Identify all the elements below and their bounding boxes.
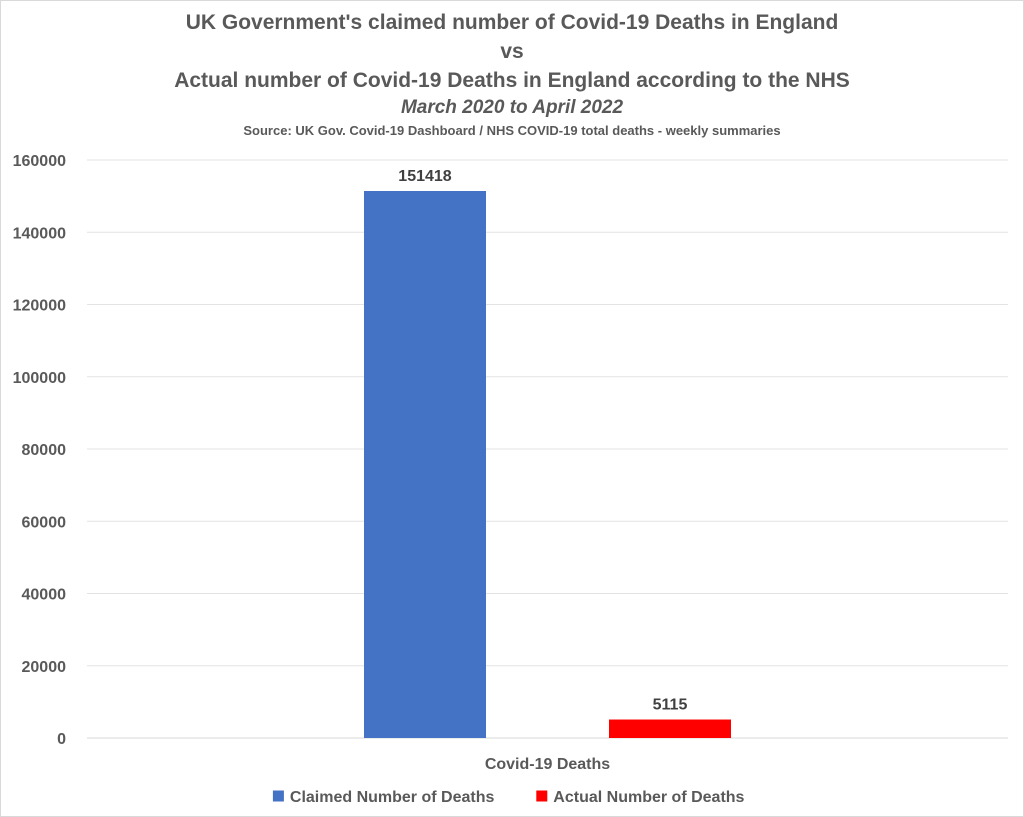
y-tick-label: 60000 (22, 514, 67, 531)
y-tick-label: 0 (57, 731, 66, 748)
legend-swatch (536, 790, 548, 802)
y-tick-label: 120000 (13, 298, 66, 315)
y-tick-label: 160000 (13, 153, 66, 170)
data-label: 151418 (398, 168, 451, 185)
chart-title-block: UK Government's claimed number of Covid-… (0, 8, 1024, 141)
chart-source: Source: UK Gov. Covid-19 Dashboard / NHS… (243, 123, 781, 138)
chart-title-line-2: vs (500, 40, 524, 63)
y-tick-label: 100000 (13, 370, 66, 387)
chart-subtitle: March 2020 to April 2022 (400, 97, 624, 118)
chart-title-line-3: Actual number of Covid-19 Deaths in Engl… (174, 69, 850, 92)
y-tick-label: 40000 (22, 587, 67, 604)
bar-claimed-number-of-deaths (364, 191, 486, 739)
data-label: 5115 (653, 697, 688, 714)
bar-actual-number-of-deaths (609, 719, 731, 738)
legend-label: Claimed Number of Deaths (290, 789, 495, 806)
legend-swatch (272, 790, 284, 802)
y-tick-label: 20000 (22, 659, 67, 676)
y-tick-label: 140000 (13, 225, 66, 242)
x-category-label: Covid-19 Deaths (485, 756, 610, 773)
y-tick-label: 80000 (22, 442, 67, 459)
legend-label: Actual Number of Deaths (553, 789, 744, 806)
chart-title-line-1: UK Government's claimed number of Covid-… (185, 11, 839, 34)
